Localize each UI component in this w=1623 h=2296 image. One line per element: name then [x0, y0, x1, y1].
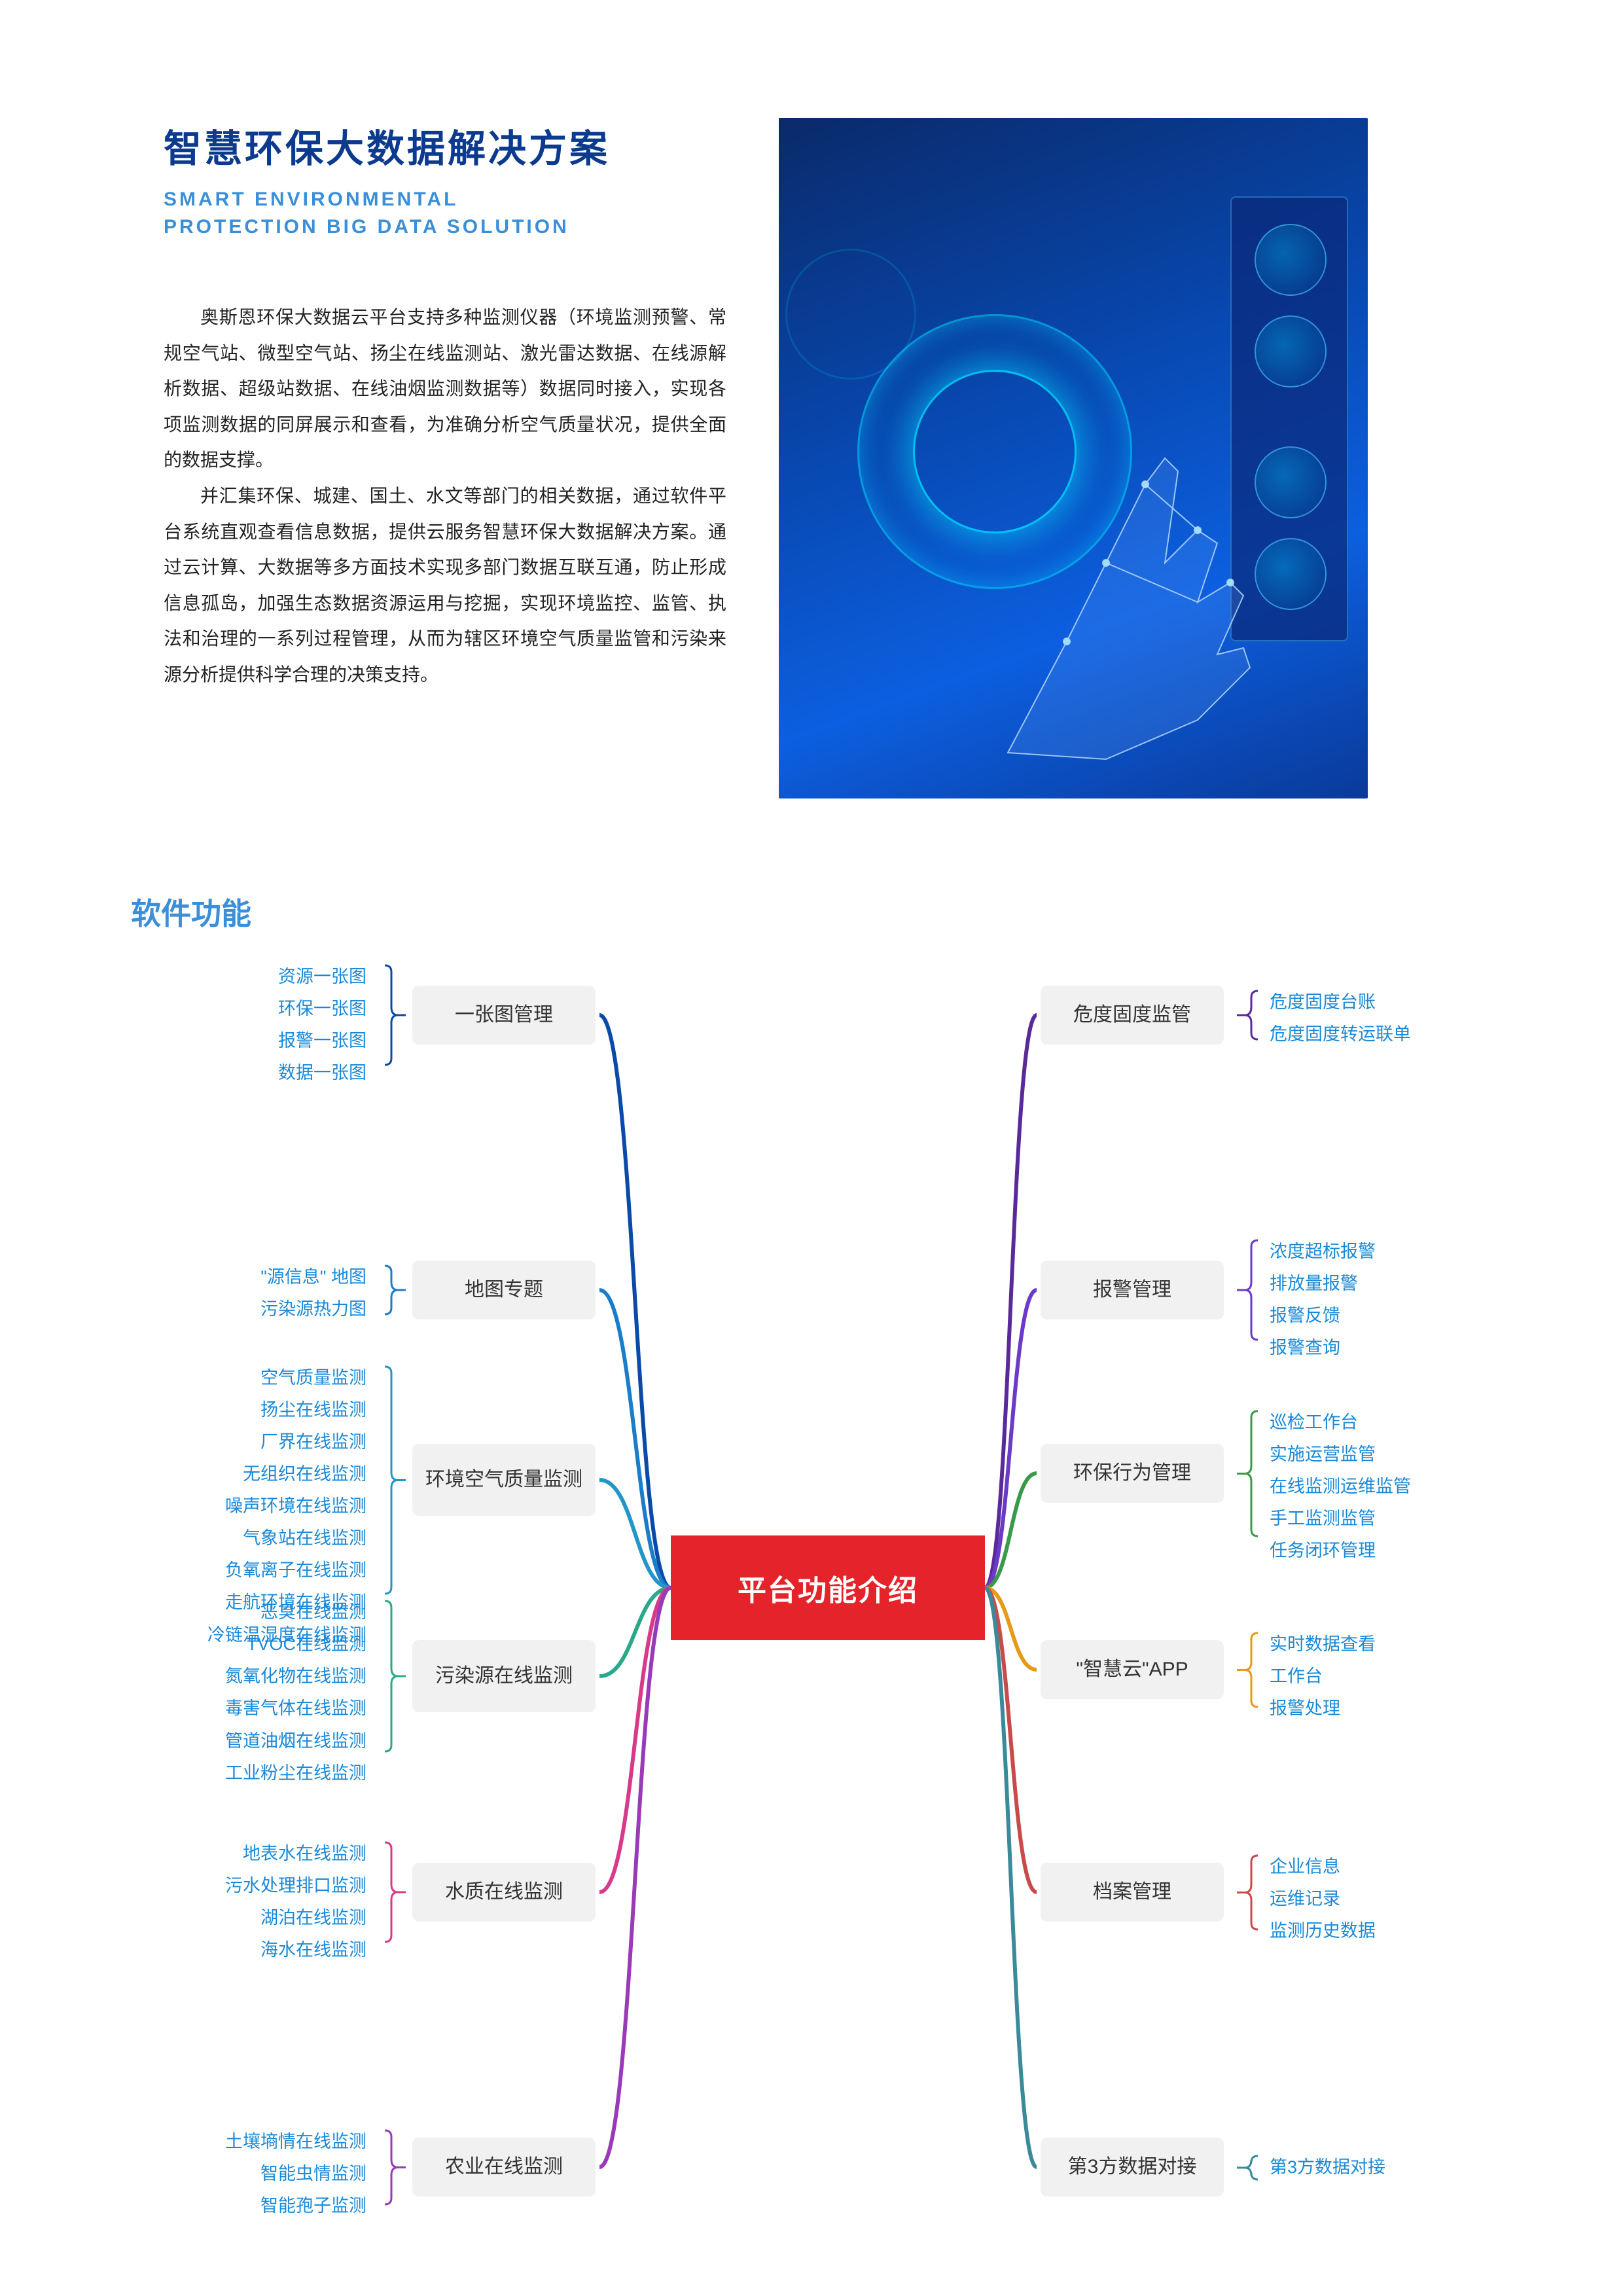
mindmap-leaf: 湖泊在线监测 — [260, 1905, 366, 1931]
mindmap-leaf: 资源一张图 — [278, 964, 366, 990]
mindmap-leaf: 恶臭在线监测 — [260, 1600, 366, 1625]
intro-paragraph-1: 奥斯恩环保大数据云平台支持多种监测仪器（环境监测预警、常规空气站、微型空气站、扬… — [164, 300, 726, 478]
mindmap-leaf: 实时数据查看 — [1270, 1632, 1376, 1657]
mindmap-leaf: 空气质量监测 — [260, 1365, 366, 1391]
mindmap-node-R4: "智慧云"APP — [1041, 1640, 1224, 1699]
mindmap-leaf: 实施运营监管 — [1270, 1442, 1376, 1467]
mindmap-leaf: 氮氧化物在线监测 — [225, 1664, 366, 1689]
mindmap-leaf: 报警一张图 — [278, 1028, 366, 1054]
mindmap-leaf: 手工监测监管 — [1270, 1506, 1376, 1532]
mindmap-leaves-L1: 资源一张图环保一张图报警一张图数据一张图 — [278, 964, 366, 1086]
page-title-en: SMART ENVIRONMENTAL PROTECTION BIG DATA … — [164, 186, 726, 241]
mindmap-leaf: 污染源热力图 — [260, 1297, 366, 1322]
mindmap-leaf: 工业粉尘在线监测 — [225, 1761, 366, 1786]
mindmap-leaves-R6: 第3方数据对接 — [1270, 2155, 1385, 2180]
mindmap-node-L6: 农业在线监测 — [412, 2138, 596, 2197]
mindmap-leaf: 扬尘在线监测 — [260, 1397, 366, 1423]
mindmap-node-L4: 污染源在线监测 — [412, 1640, 596, 1712]
mindmap-node-R1: 危度固度监管 — [1041, 986, 1224, 1045]
mindmap-leaves-L5: 地表水在线监测污水处理排口监测湖泊在线监测海水在线监测 — [225, 1841, 366, 1964]
mindmap-leaf: 无组织在线监测 — [243, 1462, 366, 1487]
mindmap-leaves-R1: 危度固度台账危度固度转运联单 — [1270, 990, 1411, 1047]
mindmap-leaf: 管道油烟在线监测 — [225, 1729, 366, 1754]
mindmap-leaf: 报警反馈 — [1270, 1303, 1340, 1329]
intro-paragraph-2: 并汇集环保、城建、国土、水文等部门的相关数据，通过软件平台系统直观查看信息数据，… — [164, 478, 726, 693]
mindmap-leaf: 排放量报警 — [1270, 1271, 1358, 1297]
mindmap-leaf: 厂界在线监测 — [260, 1429, 366, 1455]
mindmap-leaves-R4: 实时数据查看工作台报警处理 — [1270, 1632, 1376, 1721]
mindmap-leaf: 危度固度转运联单 — [1270, 1022, 1411, 1047]
mindmap-leaf: TVOC在线监测 — [247, 1632, 366, 1657]
mindmap-leaf: 污水处理排口监测 — [225, 1873, 366, 1899]
mindmap-node-L1: 一张图管理 — [412, 986, 596, 1045]
mindmap-node-L5: 水质在线监测 — [412, 1863, 596, 1922]
mindmap-node-R2: 报警管理 — [1041, 1261, 1224, 1319]
page-title-cn: 智慧环保大数据解决方案 — [164, 118, 726, 173]
mindmap-leaves-R2: 浓度超标报警排放量报警报警反馈报警查询 — [1270, 1239, 1376, 1361]
section-title: 软件功能 — [131, 890, 1492, 933]
mindmap-leaf: 智能虫情监测 — [260, 2161, 366, 2187]
mindmap-diagram: 平台功能介绍 一张图管理资源一张图环保一张图报警一张图数据一张图地图专题"源信息… — [164, 986, 1492, 2295]
mindmap-leaf: 任务闭环管理 — [1270, 1538, 1376, 1564]
mindmap-leaf: 毒害气体在线监测 — [225, 1696, 366, 1721]
mindmap-leaf: 工作台 — [1270, 1664, 1323, 1689]
hero-illustration — [779, 118, 1368, 798]
mindmap-leaf: 危度固度台账 — [1270, 990, 1376, 1015]
mindmap-node-R3: 环保行为管理 — [1041, 1444, 1224, 1503]
mindmap-center: 平台功能介绍 — [671, 1535, 985, 1640]
mindmap-leaf: 环保一张图 — [278, 996, 366, 1022]
mindmap-leaves-R3: 巡检工作台实施运营监管在线监测运维监管手工监测监管任务闭环管理 — [1270, 1410, 1411, 1564]
mindmap-node-R6: 第3方数据对接 — [1041, 2138, 1224, 2197]
mindmap-node-L3: 环境空气质量监测 — [412, 1444, 596, 1516]
mindmap-leaves-L6: 土壤墒情在线监测智能虫情监测智能孢子监测 — [225, 2129, 366, 2219]
mindmap-node-L2: 地图专题 — [412, 1261, 596, 1319]
mindmap-leaf: 浓度超标报警 — [1270, 1239, 1376, 1265]
mindmap-leaf: 地表水在线监测 — [243, 1841, 366, 1867]
mindmap-leaf: 噪声环境在线监测 — [225, 1494, 366, 1519]
mindmap-leaf: 巡检工作台 — [1270, 1410, 1358, 1435]
mindmap-leaf: 负氧离子在线监测 — [225, 1558, 366, 1583]
title-en-line2: PROTECTION BIG DATA SOLUTION — [164, 213, 726, 241]
mindmap-node-R5: 档案管理 — [1041, 1863, 1224, 1922]
mindmap-leaf: 土壤墒情在线监测 — [225, 2129, 366, 2155]
mindmap-leaves-R5: 企业信息运维记录监测历史数据 — [1270, 1854, 1376, 1944]
mindmap-leaf: 企业信息 — [1270, 1854, 1340, 1880]
mindmap-leaf: 第3方数据对接 — [1270, 2155, 1385, 2180]
mindmap-leaf: 智能孢子监测 — [260, 2193, 366, 2219]
mindmap-leaf: "源信息" 地图 — [260, 1265, 366, 1290]
mindmap-leaf: 监测历史数据 — [1270, 1918, 1376, 1944]
mindmap-leaves-L4: 恶臭在线监测 TVOC在线监测氮氧化物在线监测毒害气体在线监测管道油烟在线监测工业… — [225, 1600, 366, 1786]
mindmap-leaf: 气象站在线监测 — [243, 1526, 366, 1551]
mindmap-leaf: 数据一张图 — [278, 1060, 366, 1086]
mindmap-leaves-L2: "源信息" 地图污染源热力图 — [260, 1265, 366, 1322]
mindmap-leaf: 运维记录 — [1270, 1886, 1340, 1912]
mindmap-leaf: 海水在线监测 — [260, 1937, 366, 1963]
mindmap-leaf: 报警处理 — [1270, 1696, 1340, 1721]
mindmap-leaf: 在线监测运维监管 — [1270, 1474, 1411, 1499]
title-en-line1: SMART ENVIRONMENTAL — [164, 186, 726, 213]
mindmap-leaf: 报警查询 — [1270, 1335, 1340, 1361]
